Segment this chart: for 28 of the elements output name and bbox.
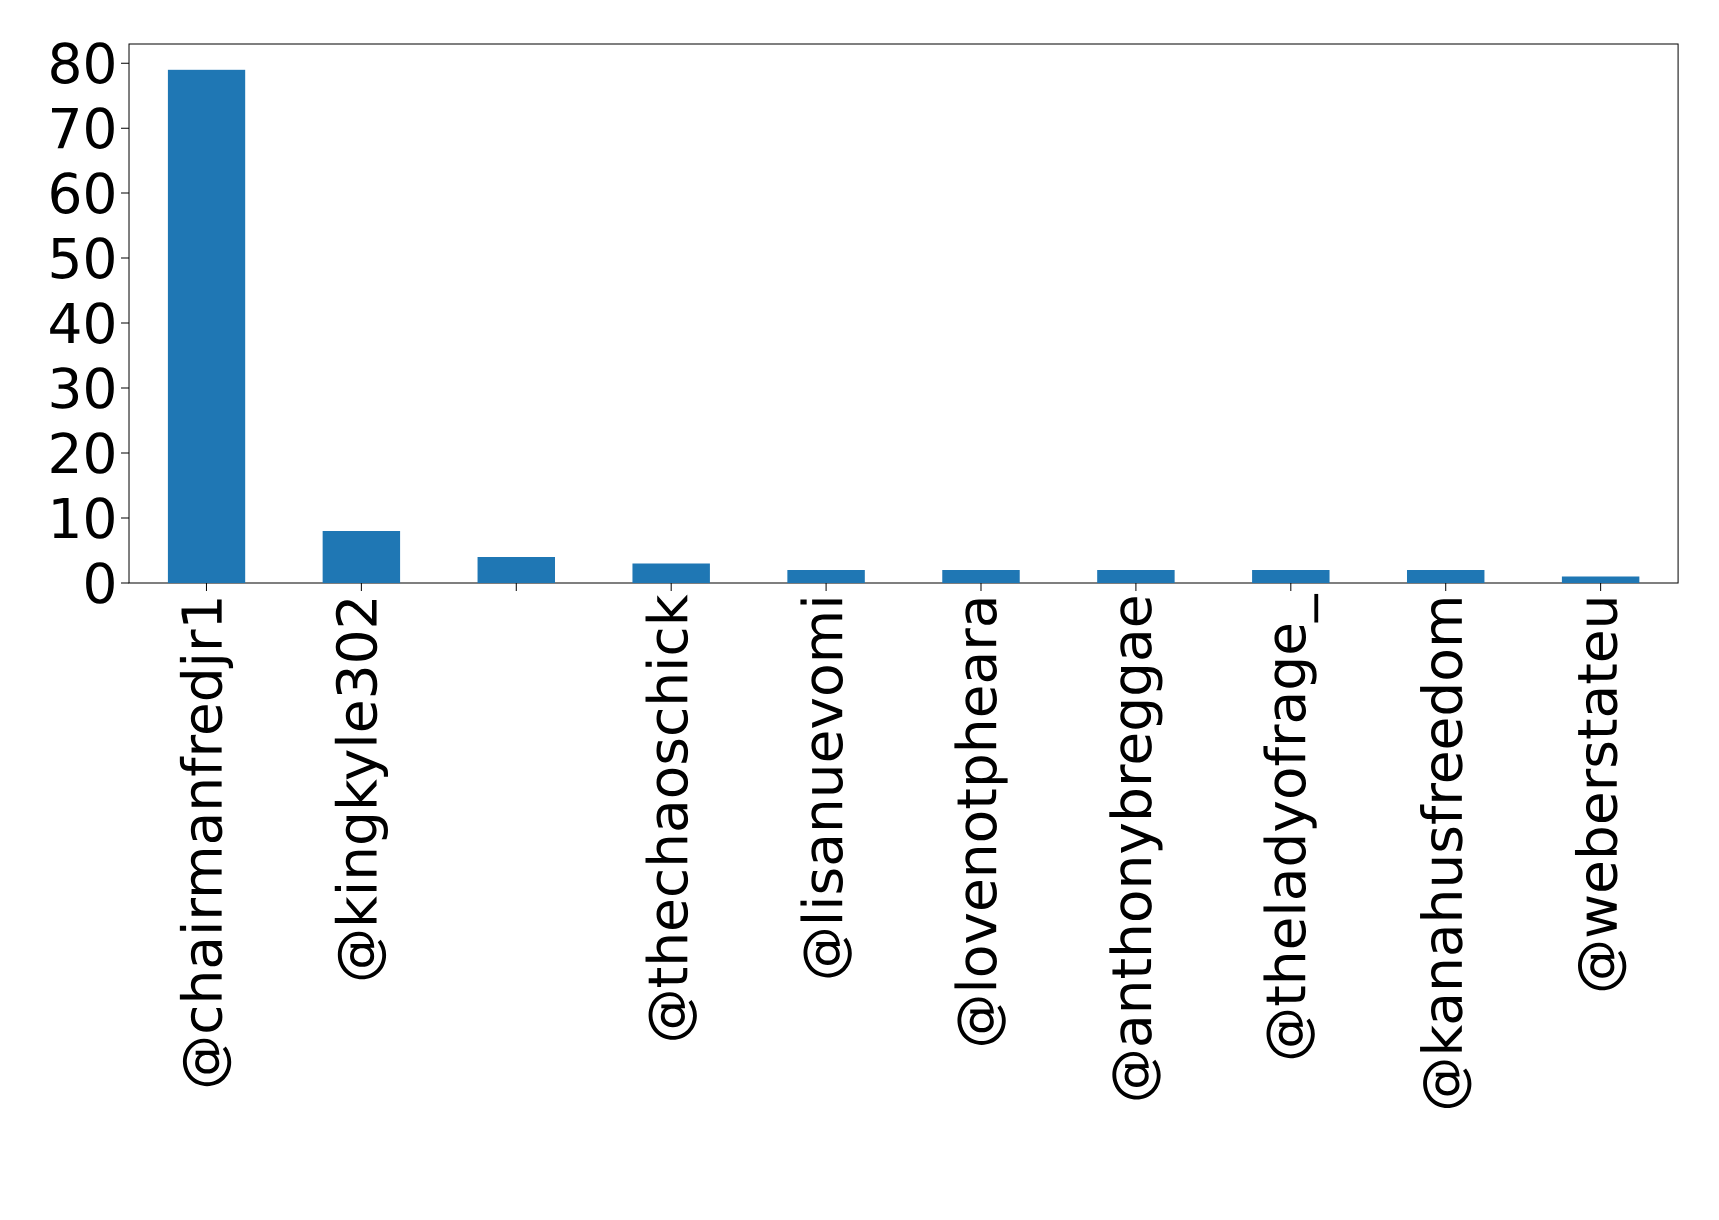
y-tick-label: 10 [53, 497, 114, 539]
x-tick-label: @anthonybreggae [1109, 597, 1163, 1100]
x-tick-label: @lisanuevomi [800, 599, 852, 978]
bar [942, 569, 1020, 583]
bar [1407, 569, 1485, 583]
y-tick-label: 40 [50, 302, 114, 344]
x-tick-label: @kingkyle302 [334, 600, 388, 980]
y-tick-label: 0 [86, 562, 114, 604]
bar [787, 569, 865, 583]
y-tick-label: 60 [51, 172, 114, 214]
x-tick-label: @kanahusfreedom [1420, 599, 1472, 1108]
y-tick-label: 80 [51, 42, 114, 84]
y-tick-label: 20 [51, 432, 114, 474]
x-tick-label: @chairmanfredjr1 [179, 599, 234, 1087]
bar [1252, 569, 1330, 583]
x-tick-label: @lovenotpheara [954, 599, 1008, 1045]
x-tick-label: @weberstateu [1574, 599, 1627, 991]
bar [477, 557, 556, 583]
x-tick-label: @thechaoschick [645, 594, 697, 1040]
bar [322, 531, 401, 583]
bar [167, 69, 246, 583]
bar [632, 563, 710, 583]
y-tick-label: 50 [51, 237, 114, 279]
y-tick-label: 70 [52, 107, 114, 149]
bar [1561, 576, 1640, 583]
y-tick-label: 30 [51, 367, 114, 409]
x-tick-label: @theladyofrage_ [1263, 593, 1319, 1059]
bar [1097, 569, 1175, 583]
